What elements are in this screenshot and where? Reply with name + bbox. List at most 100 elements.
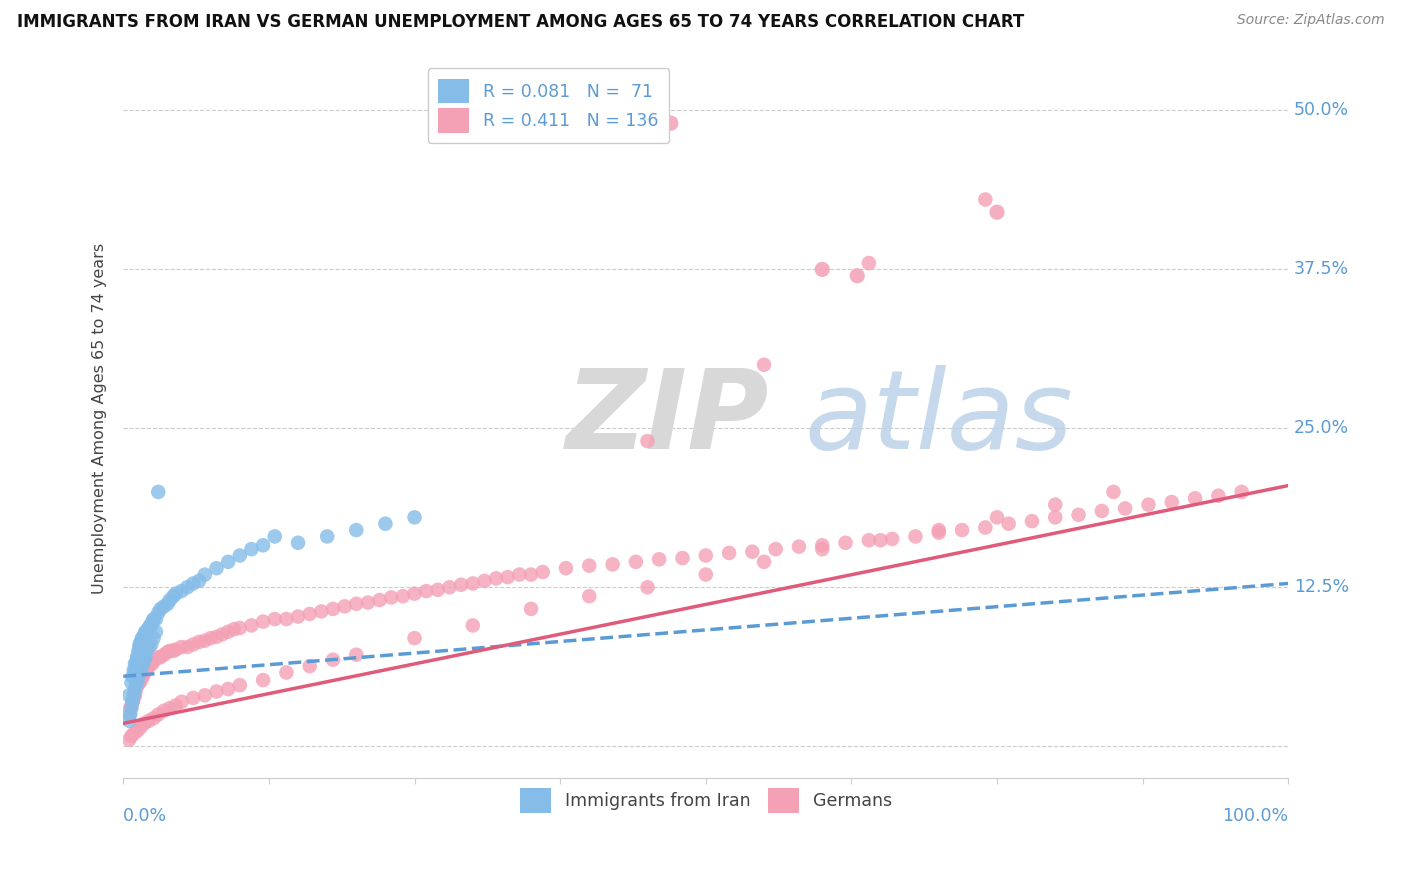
Point [520,567,543,582]
Point [811,542,834,557]
Point [165,587,187,601]
Point [461,618,484,632]
Point [194,633,217,648]
Point [131,659,153,673]
Point [718,546,741,560]
Point [752,358,775,372]
Point [127,678,149,692]
Point [252,615,274,629]
Point [1114,501,1136,516]
Text: 50.0%: 50.0% [1294,102,1350,120]
Point [138,714,160,728]
Point [276,612,298,626]
Point [148,707,170,722]
Point [124,657,146,671]
Point [145,624,167,639]
Point [148,606,170,620]
Point [129,635,152,649]
Point [229,678,252,692]
Point [263,612,285,626]
Point [141,638,163,652]
Point [298,607,321,621]
Point [1184,491,1206,506]
Text: atlas: atlas [804,366,1073,472]
Point [415,584,437,599]
Point [252,673,274,687]
Point [276,665,298,680]
Text: 12.5%: 12.5% [1294,578,1350,596]
Point [765,542,787,557]
Point [153,599,176,614]
Point [974,193,997,207]
Point [695,549,717,563]
Point [181,690,204,705]
Point [148,650,170,665]
Point [181,576,204,591]
Point [392,589,415,603]
Point [846,268,869,283]
Point [162,644,184,658]
Point [986,510,1008,524]
Point [125,678,148,692]
Point [134,653,156,667]
Point [578,558,600,573]
Point [1230,484,1253,499]
Point [508,567,530,582]
Point [159,593,181,607]
Point [122,690,145,705]
Point [127,669,149,683]
Point [426,582,449,597]
Point [156,645,179,659]
Point [496,570,519,584]
Point [125,657,148,671]
Point [129,720,152,734]
Point [439,580,461,594]
Point [229,549,252,563]
Point [357,595,380,609]
Point [120,698,142,713]
Point [1091,504,1114,518]
Point [122,726,145,740]
Point [121,669,143,683]
Point [974,520,997,534]
Point [882,532,904,546]
Point [120,701,142,715]
Point [162,589,184,603]
Point [602,558,624,572]
Point [134,663,156,677]
Point [153,704,176,718]
Text: ZIP: ZIP [567,366,769,472]
Point [118,732,141,747]
Point [287,535,309,549]
Y-axis label: Unemployment Among Ages 65 to 74 years: Unemployment Among Ages 65 to 74 years [93,244,107,594]
Point [141,657,163,671]
Point [811,538,834,552]
Point [474,574,496,588]
Point [127,723,149,738]
Point [138,621,160,635]
Text: 37.5%: 37.5% [1294,260,1350,278]
Text: 100.0%: 100.0% [1222,806,1288,825]
Point [129,663,152,677]
Point [869,533,891,548]
Point [787,540,810,554]
Point [344,648,367,662]
Point [118,714,141,728]
Point [138,640,160,654]
Point [380,591,402,605]
Point [129,638,152,652]
Point [143,653,166,667]
Point [148,484,170,499]
Point [1021,514,1043,528]
Point [928,523,950,537]
Point [118,689,141,703]
Point [1160,495,1182,509]
Point [181,638,204,652]
Point [333,599,356,614]
Point [240,542,263,557]
Point [122,663,145,677]
Point [311,604,333,618]
Point [120,675,142,690]
Point [127,650,149,665]
Point [142,631,165,645]
